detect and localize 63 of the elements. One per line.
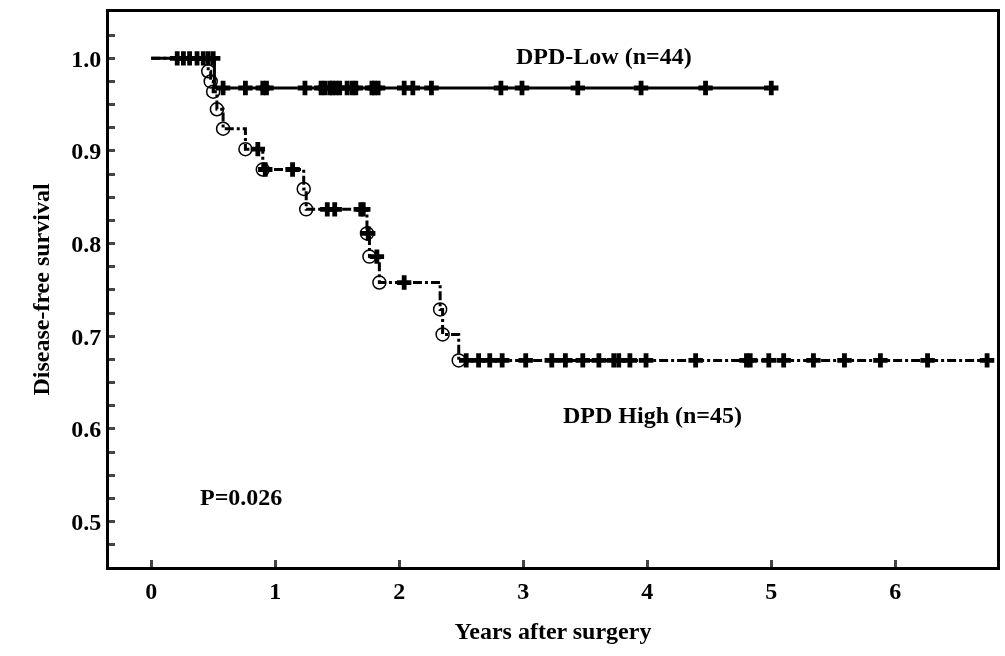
- point: [575, 353, 590, 368]
- point: [200, 64, 216, 79]
- point: [405, 80, 421, 96]
- point: [372, 275, 387, 290]
- point: [285, 162, 300, 177]
- point: [458, 353, 474, 368]
- point: [250, 141, 266, 157]
- y-tick-label: 0.7: [71, 323, 102, 350]
- point: [348, 80, 363, 96]
- series-label: DPD-Low (n=44): [516, 43, 692, 69]
- point: [873, 353, 888, 368]
- point: [698, 80, 713, 96]
- point: [298, 202, 314, 217]
- point: [209, 102, 225, 117]
- annotation: P=0.026: [200, 484, 283, 510]
- point: [806, 353, 821, 368]
- point: [238, 80, 253, 96]
- point: [215, 121, 231, 136]
- point: [435, 327, 450, 342]
- point: [494, 353, 510, 368]
- point: [622, 353, 638, 368]
- y-tick-label: 0.8: [71, 231, 102, 258]
- x-tick-label: 1: [269, 577, 282, 604]
- point: [688, 353, 703, 368]
- point: [259, 80, 274, 96]
- point: [432, 302, 448, 317]
- point: [327, 202, 342, 217]
- point: [396, 275, 412, 290]
- point: [979, 353, 995, 368]
- point: [238, 141, 253, 157]
- point: [837, 353, 852, 368]
- point: [920, 353, 935, 368]
- x-tick-label: 5: [765, 577, 778, 604]
- point: [761, 353, 776, 368]
- point: [570, 80, 585, 96]
- y-tick-label: 1.0: [71, 45, 102, 72]
- y-axis-title: Disease-free survival: [28, 183, 55, 396]
- point: [362, 249, 377, 264]
- point: [296, 181, 311, 197]
- y-tick-label: 0.5: [71, 509, 102, 535]
- x-tick-label: 3: [517, 577, 530, 604]
- point: [482, 353, 497, 368]
- x-tick-label: 6: [889, 577, 902, 604]
- y-tick-label: 0.6: [71, 416, 102, 443]
- point: [369, 249, 385, 264]
- point: [544, 353, 559, 368]
- point: [591, 353, 607, 368]
- point: [743, 353, 758, 368]
- point: [776, 353, 791, 368]
- x-tick-label: 4: [641, 577, 654, 604]
- x-tick-label: 2: [393, 577, 406, 604]
- point: [203, 74, 218, 89]
- point: [558, 353, 573, 368]
- point: [638, 353, 654, 368]
- point: [764, 80, 779, 96]
- point: [424, 80, 439, 96]
- y-tick-label: 0.9: [71, 138, 102, 165]
- point: [205, 84, 221, 99]
- x-axis-title: Years after surgery: [454, 618, 652, 645]
- x-tick-label: 0: [145, 577, 158, 604]
- series-label: DPD High (n=45): [563, 402, 743, 428]
- point: [518, 353, 533, 368]
- point: [451, 353, 466, 368]
